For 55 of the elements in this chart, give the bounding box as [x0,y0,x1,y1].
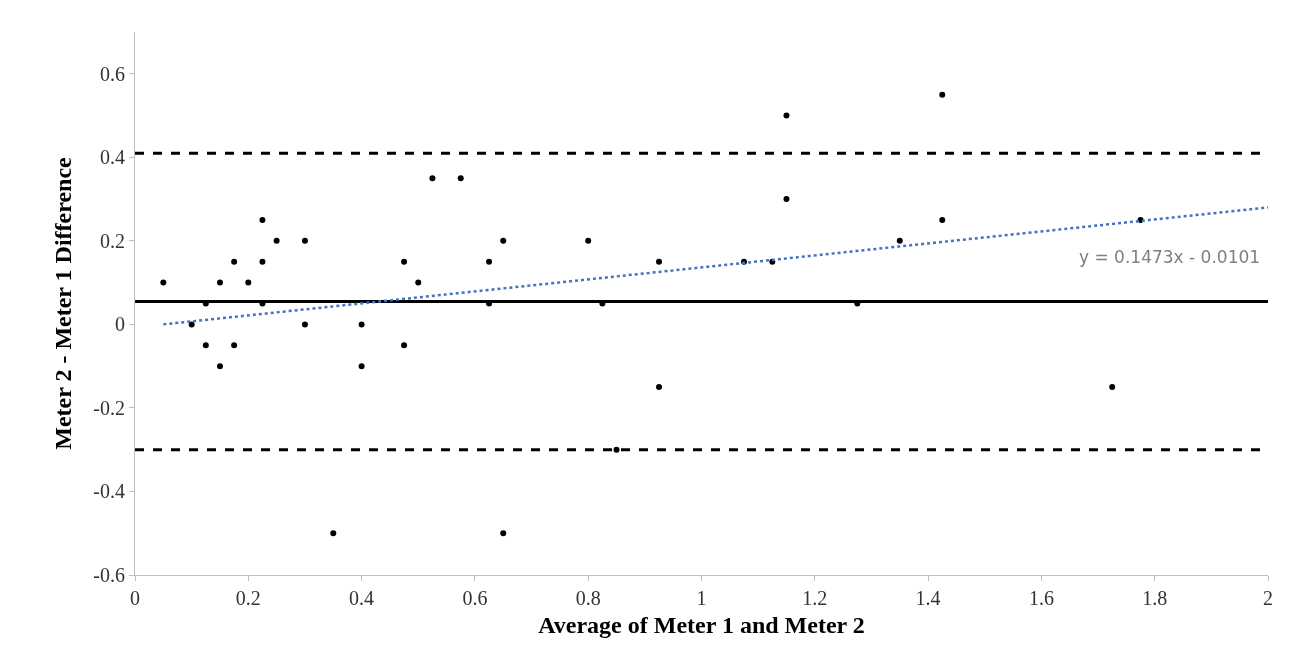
y-tick-label: 0.6 [100,62,125,85]
y-axis-title: Meter 2 - Meter 1 Difference [50,156,77,450]
point [401,258,408,265]
point [486,258,493,265]
x-tick-label: 1 [696,587,707,609]
point [231,258,238,265]
point [896,237,903,244]
point [656,384,663,391]
point [259,258,266,265]
point [500,530,507,537]
point [273,237,280,244]
point [259,216,266,223]
point [330,530,337,537]
point [656,258,663,265]
point [245,279,252,286]
y-tick-label: -0.6 [93,564,125,586]
point [301,237,308,244]
point [301,321,308,328]
point [401,342,408,349]
x-tick-label: 1.6 [1028,587,1054,609]
point [783,112,790,119]
point [216,363,223,370]
x-tick-label: 2 [1263,587,1273,609]
x-axis-title: Average of Meter 1 and Meter 2 [538,612,865,639]
point [415,279,422,286]
x-tick-label: 0.8 [575,587,601,609]
y-tick-label: -0.4 [93,480,125,503]
x-tick-label: 1.2 [802,587,828,609]
point [500,237,507,244]
x-tick-label: 0 [130,587,140,609]
point [613,446,620,453]
point [160,279,167,286]
y-tick-label: 0.2 [100,229,125,252]
point [1109,384,1116,391]
point [939,91,946,98]
y-tick-label: -0.2 [93,396,125,419]
point [358,321,365,328]
x-tick-label: 0.4 [349,587,375,609]
x-tick-label: 1.4 [915,587,941,609]
point [939,216,946,223]
point [216,279,223,286]
x-tick-label: 0.2 [235,587,261,609]
point [585,237,592,244]
point [188,321,195,328]
point [429,175,436,182]
y-tick-label: 0.4 [100,146,125,169]
point [202,342,209,349]
point [783,196,790,203]
annotation: y = 0.1473x - 0.0101 [1079,247,1261,267]
point [457,175,464,182]
point [358,363,365,370]
x-tick-label: 1.8 [1142,587,1168,609]
y-tick-label: 0 [115,313,125,336]
x-tick-label: 0.6 [462,587,488,609]
point [231,342,238,349]
